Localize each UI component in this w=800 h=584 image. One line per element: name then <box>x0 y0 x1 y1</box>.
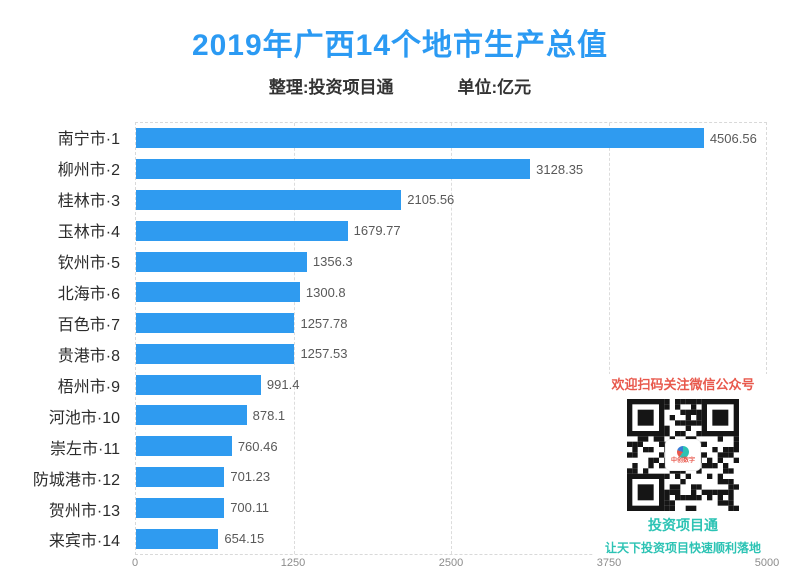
qr-panel: 欢迎扫码关注微信公众号 中创数字 投资项目通 让天下投资项目快速顺利落地 <box>593 374 773 556</box>
plot-area: 4506.56 3128.35 2105.56 1679.77 1356.3 1300.8… <box>135 122 767 555</box>
category-label: 北海市·6 <box>57 286 120 304</box>
bar-row: 1356.3 <box>136 246 766 277</box>
gridline <box>451 123 452 554</box>
bar-value-label: 878.1 <box>252 407 286 423</box>
bar-row: 878.1 <box>136 400 766 431</box>
bar-row: 1300.8 <box>136 277 766 308</box>
category-label: 梧州市·9 <box>57 378 120 396</box>
bar-value-label: 700.11 <box>230 500 269 516</box>
category-labels: 南宁市·1 柳州市·2 桂林市·3 玉林市·4 钦州市·5 北海市·6 百色市·7 贵港市·8… <box>0 122 128 555</box>
bar <box>136 220 348 241</box>
bar-value-label: 3128.35 <box>536 161 584 177</box>
bar <box>136 251 307 272</box>
category-label: 钦州市·5 <box>57 255 120 273</box>
bar-value-label: 1257.53 <box>300 346 348 362</box>
x-axis: 0 1250 2500 3750 5000 <box>131 557 779 573</box>
category-label: 玉林市·4 <box>57 224 120 242</box>
x-tick-label: 0 <box>131 557 139 569</box>
subtitle-unit: 单位:亿元 <box>457 78 532 97</box>
bar-value-label: 2105.56 <box>407 192 455 208</box>
qr-brand-name: 投资项目通 <box>648 517 718 533</box>
category-label: 河池市·10 <box>48 409 120 427</box>
bar-value-label: 760.46 <box>237 438 278 454</box>
bar <box>136 405 247 426</box>
bar-row: 1257.78 <box>136 308 766 339</box>
gridline <box>608 123 610 554</box>
qr-slogan: 让天下投资项目快速顺利落地 <box>604 541 761 555</box>
category-label: 百色市·7 <box>57 316 120 334</box>
subtitle-source: 整理:投资项目通 <box>268 78 394 97</box>
bar <box>136 159 531 180</box>
brand-logo-icon <box>677 445 689 458</box>
qr-center-logo: 中创数字 <box>666 440 700 470</box>
bar-value-label: 1257.78 <box>300 315 348 331</box>
category-label: 桂林市·3 <box>57 193 120 211</box>
qr-logo-text: 中创数字 <box>670 457 695 464</box>
bar-value-label: 654.15 <box>224 531 265 547</box>
bar-row: 1679.77 <box>136 215 766 246</box>
category-label: 来宾市·14 <box>48 533 120 551</box>
bar <box>136 189 402 210</box>
category-label: 贵港市·8 <box>57 347 120 365</box>
bar <box>136 436 232 457</box>
bar-row: 701.23 <box>136 462 766 493</box>
bar <box>136 528 219 549</box>
category-label: 贺州市·13 <box>48 502 120 520</box>
bar-value-label: 701.23 <box>230 469 271 485</box>
qr-code: 中创数字 <box>627 399 739 511</box>
bars: 4506.56 3128.35 2105.56 1679.77 1356.3 1300.8… <box>136 123 766 554</box>
bar <box>136 128 704 149</box>
bar-value-label: 1679.77 <box>353 223 401 239</box>
bar-value-label: 1300.8 <box>305 284 346 300</box>
bar <box>136 343 295 364</box>
qr-code-image <box>627 399 739 511</box>
x-tick-label: 3750 <box>596 557 622 569</box>
bar-row: 654.15 <box>136 523 766 554</box>
category-label: 防城港市·12 <box>32 471 120 489</box>
x-tick-label: 1250 <box>280 557 306 569</box>
bar-row: 700.11 <box>136 492 766 523</box>
bar-row: 1257.53 <box>136 338 766 369</box>
chart-title: 2019年广西14个地市生产总值 <box>191 29 609 62</box>
gridline <box>293 123 295 554</box>
bar <box>136 313 295 334</box>
bar-value-label: 991.4 <box>266 377 300 393</box>
chart-subtitle: 整理:投资项目通 单位:亿元 <box>0 73 800 98</box>
bar <box>136 466 225 487</box>
bar-row: 4506.56 <box>136 123 766 154</box>
category-label: 崇左市·11 <box>50 440 120 458</box>
bar-row: 2105.56 <box>136 185 766 216</box>
bar-value-label: 4506.56 <box>709 130 757 146</box>
bar-row: 3128.35 <box>136 154 766 185</box>
bar-value-label: 1356.3 <box>312 254 353 270</box>
bar <box>136 374 261 395</box>
x-tick-label: 5000 <box>754 557 780 569</box>
bar <box>136 282 300 303</box>
bar-row: 760.46 <box>136 431 766 462</box>
x-tick-label: 2500 <box>438 557 464 569</box>
category-label: 柳州市·2 <box>57 162 120 180</box>
category-label: 南宁市·1 <box>57 131 120 149</box>
bar <box>136 497 225 518</box>
bar-row: 991.4 <box>136 369 766 400</box>
qr-heading: 欢迎扫码关注微信公众号 <box>611 377 755 392</box>
